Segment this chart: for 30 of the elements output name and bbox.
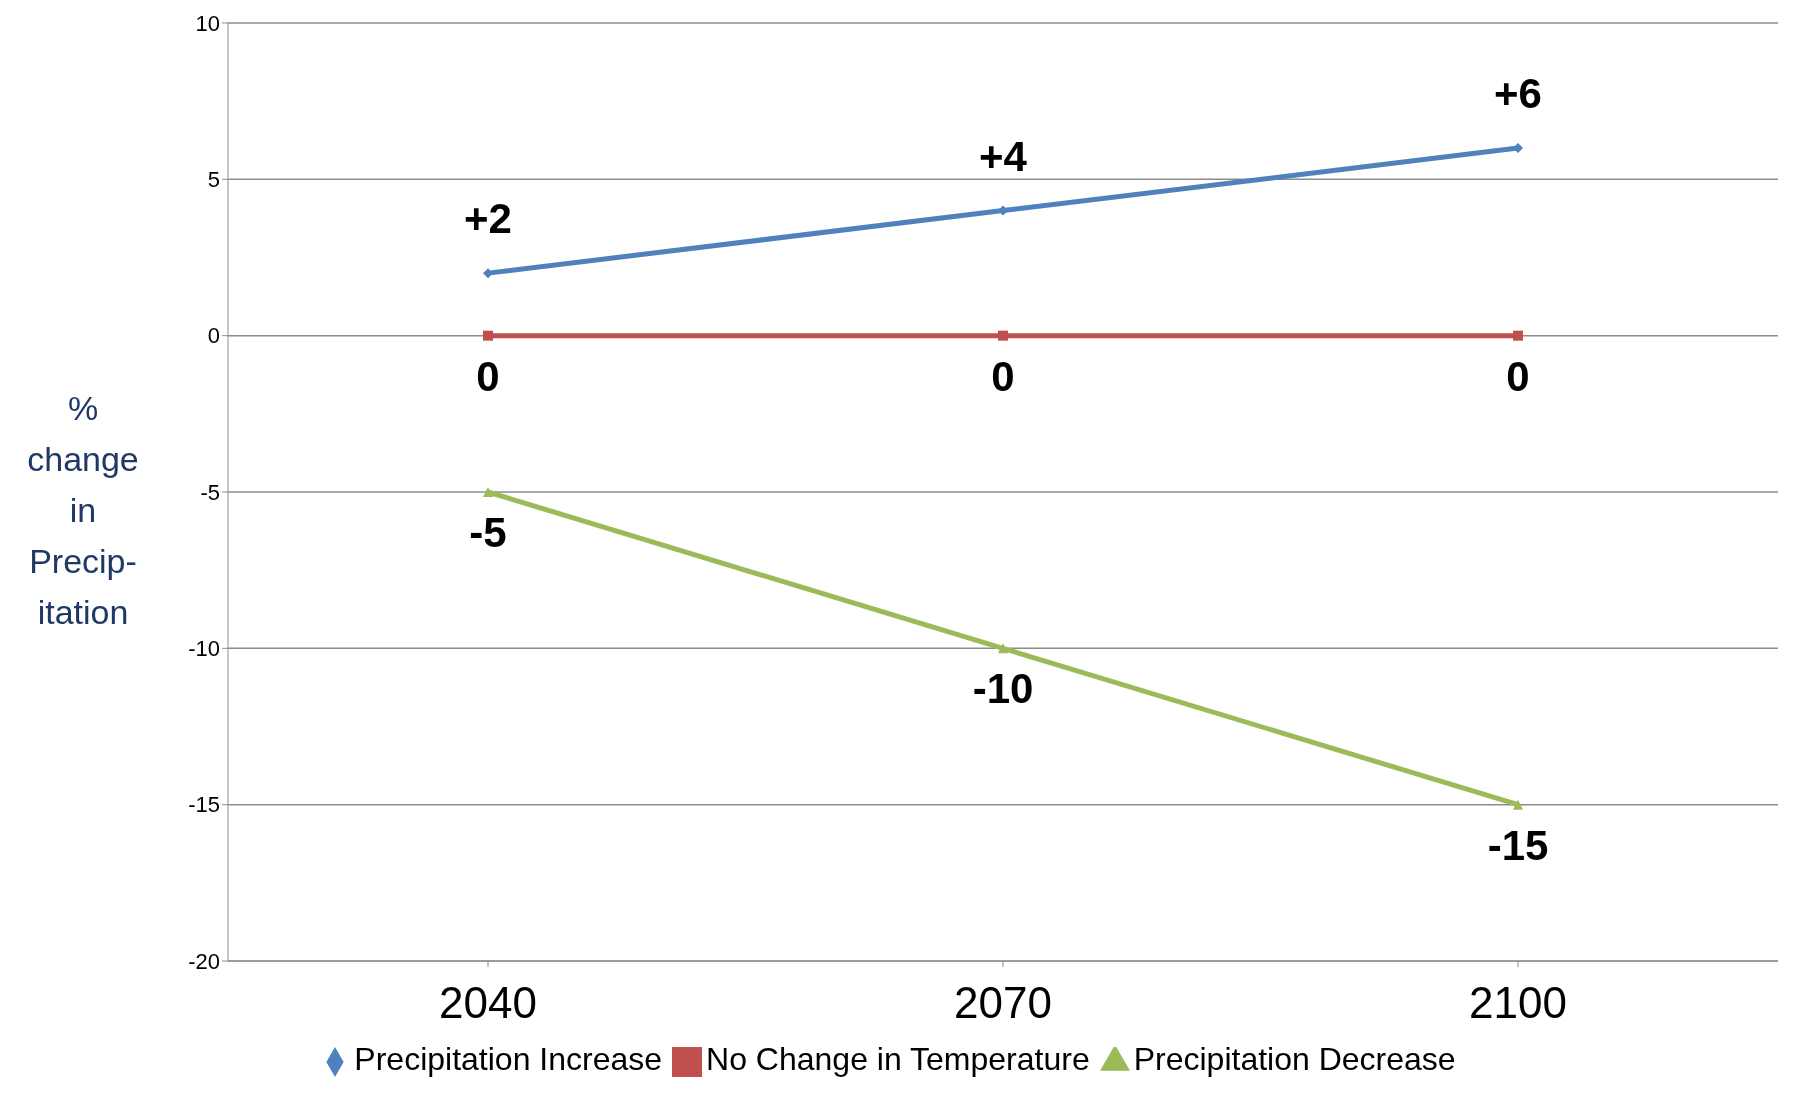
data-label: -15 xyxy=(1487,821,1549,869)
point xyxy=(998,205,1008,216)
x-tick-label: 2100 xyxy=(1469,978,1567,1028)
y-tick-label: 0 xyxy=(207,323,220,349)
y-tick-label: -20 xyxy=(188,948,220,974)
data-label: -10 xyxy=(972,665,1034,713)
y-axis-title: % change in Precip-itation xyxy=(26,388,140,633)
legend-label: No Change in Temperature xyxy=(706,1041,1090,1077)
data-label: 0 xyxy=(476,352,500,400)
point xyxy=(1513,330,1523,341)
data-label: +4 xyxy=(979,132,1028,180)
y-tick-label: 5 xyxy=(207,167,220,193)
y-tick-label: -10 xyxy=(188,636,220,662)
point xyxy=(998,330,1008,341)
data-label: 0 xyxy=(1506,352,1530,400)
data-label: -5 xyxy=(469,509,507,556)
point xyxy=(1513,799,1523,810)
x-tick-label: 2040 xyxy=(439,978,537,1028)
point xyxy=(483,487,493,497)
legend-label: Precipitation Decrease xyxy=(1133,1041,1456,1077)
point xyxy=(998,643,1008,654)
x-tick-label: 2070 xyxy=(954,978,1052,1028)
y-tick-label: 10 xyxy=(195,10,220,36)
data-label: +2 xyxy=(464,195,512,243)
point xyxy=(483,330,493,341)
y-tick-label: -5 xyxy=(200,479,220,505)
legend-label: Precipitation Increase xyxy=(354,1041,663,1077)
data-label: +6 xyxy=(1494,70,1542,118)
data-label: 0 xyxy=(991,352,1015,400)
y-tick-label: -15 xyxy=(188,792,220,818)
